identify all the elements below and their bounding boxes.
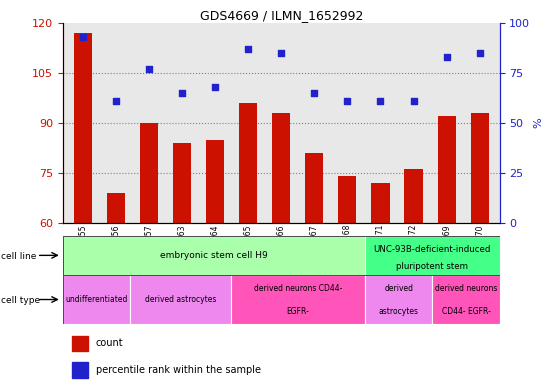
Text: percentile rank within the sample: percentile rank within the sample [96, 365, 260, 375]
Point [343, 98, 352, 104]
Bar [239, 103, 257, 223]
Bar [432, 275, 500, 324]
Title: GDS4669 / ILMN_1652992: GDS4669 / ILMN_1652992 [199, 9, 363, 22]
Point [78, 34, 87, 40]
Text: undifferentiated: undifferentiated [65, 295, 128, 304]
Text: derived neurons: derived neurons [435, 284, 497, 293]
Point [376, 98, 385, 104]
Text: pluripotent stem: pluripotent stem [396, 262, 468, 271]
Bar [371, 183, 389, 223]
Bar [130, 275, 231, 324]
Y-axis label: %: % [533, 118, 543, 128]
Bar [365, 275, 432, 324]
Point [177, 90, 186, 96]
Point [211, 84, 219, 90]
Bar [74, 33, 92, 223]
Point [145, 66, 153, 72]
Bar [173, 143, 191, 223]
Text: astrocytes: astrocytes [379, 308, 419, 316]
Bar [72, 336, 88, 351]
Bar [231, 275, 365, 324]
Text: count: count [96, 338, 123, 348]
Text: embryonic stem cell H9: embryonic stem cell H9 [160, 251, 268, 260]
Bar [437, 116, 456, 223]
Bar [272, 113, 290, 223]
Bar [63, 275, 130, 324]
Text: derived: derived [384, 284, 413, 293]
Point [442, 54, 451, 60]
Bar [72, 362, 88, 377]
Bar [63, 236, 365, 275]
Text: cell line: cell line [1, 252, 37, 261]
Text: CD44- EGFR-: CD44- EGFR- [442, 308, 490, 316]
Point [111, 98, 120, 104]
Point [310, 90, 319, 96]
Text: UNC-93B-deficient-induced: UNC-93B-deficient-induced [373, 245, 491, 254]
Point [409, 98, 418, 104]
Bar [405, 169, 423, 223]
Bar [471, 113, 489, 223]
Point [277, 50, 286, 56]
Point [476, 50, 484, 56]
Bar [305, 153, 323, 223]
Text: cell type: cell type [1, 296, 40, 305]
Text: EGFR-: EGFR- [287, 308, 310, 316]
Bar [365, 236, 500, 275]
Text: derived astrocytes: derived astrocytes [145, 295, 216, 304]
Bar [106, 193, 125, 223]
Bar [206, 139, 224, 223]
Bar [140, 123, 158, 223]
Point [244, 46, 252, 52]
Bar [339, 176, 357, 223]
Text: derived neurons CD44-: derived neurons CD44- [254, 284, 342, 293]
